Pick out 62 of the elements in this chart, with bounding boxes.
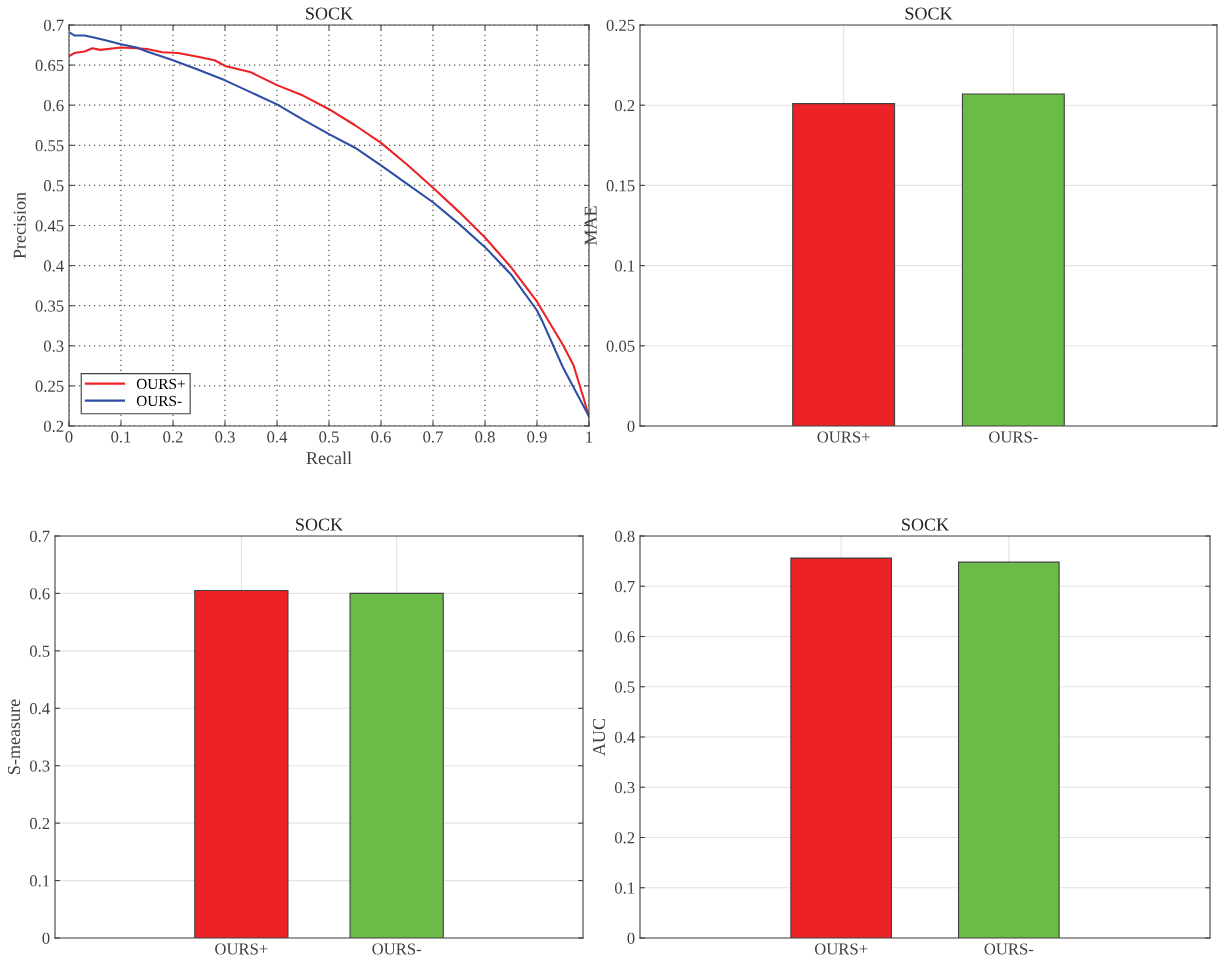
x-tick-label: OURS- bbox=[984, 943, 1034, 955]
y-tick-label: 0.2 bbox=[614, 832, 635, 844]
y-tick-label: 0.2 bbox=[29, 817, 50, 830]
y-tick-label: 0.6 bbox=[29, 588, 50, 600]
chart-title: SOCK bbox=[902, 518, 949, 531]
y-axis-title: AUC bbox=[592, 718, 606, 756]
y-tick-label: 0.3 bbox=[29, 760, 50, 772]
y-axis-title: Precision bbox=[13, 192, 26, 259]
y-tick-label: 0.15 bbox=[606, 180, 635, 192]
y-tick-label: 0.55 bbox=[35, 140, 64, 152]
x-tick-label: 0.9 bbox=[527, 431, 547, 443]
y-tick-label: 0.4 bbox=[29, 702, 50, 715]
y-tick-label: 0 bbox=[42, 932, 50, 944]
y-tick-label: 0.6 bbox=[614, 631, 635, 643]
y-tick-label: 0.5 bbox=[29, 645, 50, 657]
x-tick-label: 1 bbox=[586, 431, 593, 443]
x-tick-label: 0.4 bbox=[267, 431, 288, 443]
y-tick-label: 0.6 bbox=[43, 99, 64, 112]
x-tick-label: OURS+ bbox=[814, 943, 868, 955]
y-tick-label: 0.1 bbox=[29, 875, 50, 887]
chart-title: SOCK bbox=[905, 7, 953, 20]
legend-label: OURS+ bbox=[136, 378, 185, 390]
y-tick-label: 0.7 bbox=[29, 530, 50, 543]
y-tick-label: 0.1 bbox=[614, 882, 635, 894]
y-tick-label: 0.25 bbox=[606, 19, 635, 32]
x-tick-label: OURS- bbox=[989, 431, 1038, 443]
x-tick-label: 0.5 bbox=[319, 431, 339, 443]
y-tick-label: 0.4 bbox=[43, 260, 64, 272]
x-tick-label: 0.7 bbox=[423, 431, 443, 443]
y-axis-title: S-measure bbox=[7, 699, 21, 774]
y-tick-label: 0.5 bbox=[43, 180, 64, 192]
x-tick-label: 0.1 bbox=[111, 431, 131, 443]
y-tick-label: 0.1 bbox=[614, 260, 635, 272]
chart-title: SOCK bbox=[306, 7, 353, 20]
chart-title: SOCK bbox=[296, 518, 343, 531]
x-tick-label: 0.6 bbox=[371, 431, 391, 443]
y-tick-label: 0.8 bbox=[614, 530, 635, 543]
y-tick-label: 0.35 bbox=[35, 300, 64, 312]
x-tick-label: 0.3 bbox=[215, 431, 235, 443]
y-tick-label: 0.45 bbox=[35, 220, 64, 232]
y-axis-title: MAE bbox=[584, 206, 597, 246]
y-tick-label: 0.65 bbox=[35, 59, 64, 72]
x-tick-label: 0.8 bbox=[475, 431, 495, 443]
x-tick-label: 0.2 bbox=[163, 431, 183, 443]
y-tick-label: 0.5 bbox=[614, 681, 635, 693]
y-tick-label: 0.3 bbox=[614, 781, 635, 794]
y-tick-label: 0.05 bbox=[606, 340, 635, 352]
legend-label: OURS- bbox=[136, 395, 182, 407]
x-tick-label: OURS- bbox=[372, 943, 422, 955]
y-tick-label: 0.3 bbox=[43, 340, 64, 352]
x-tick-label: OURS+ bbox=[817, 431, 870, 443]
y-tick-label: 0.2 bbox=[43, 420, 64, 433]
y-tick-label: 0.4 bbox=[614, 731, 635, 744]
y-tick-label: 0 bbox=[627, 420, 635, 432]
y-tick-label: 0.7 bbox=[43, 19, 64, 32]
y-tick-label: 0.7 bbox=[614, 580, 635, 593]
y-tick-label: 0 bbox=[627, 932, 635, 944]
x-tick-label: OURS+ bbox=[215, 943, 268, 955]
x-axis-title: Recall bbox=[306, 451, 352, 465]
y-tick-label: 0.2 bbox=[614, 99, 635, 112]
x-tick-label: 0 bbox=[65, 431, 73, 443]
y-tick-label: 0.25 bbox=[35, 380, 64, 392]
